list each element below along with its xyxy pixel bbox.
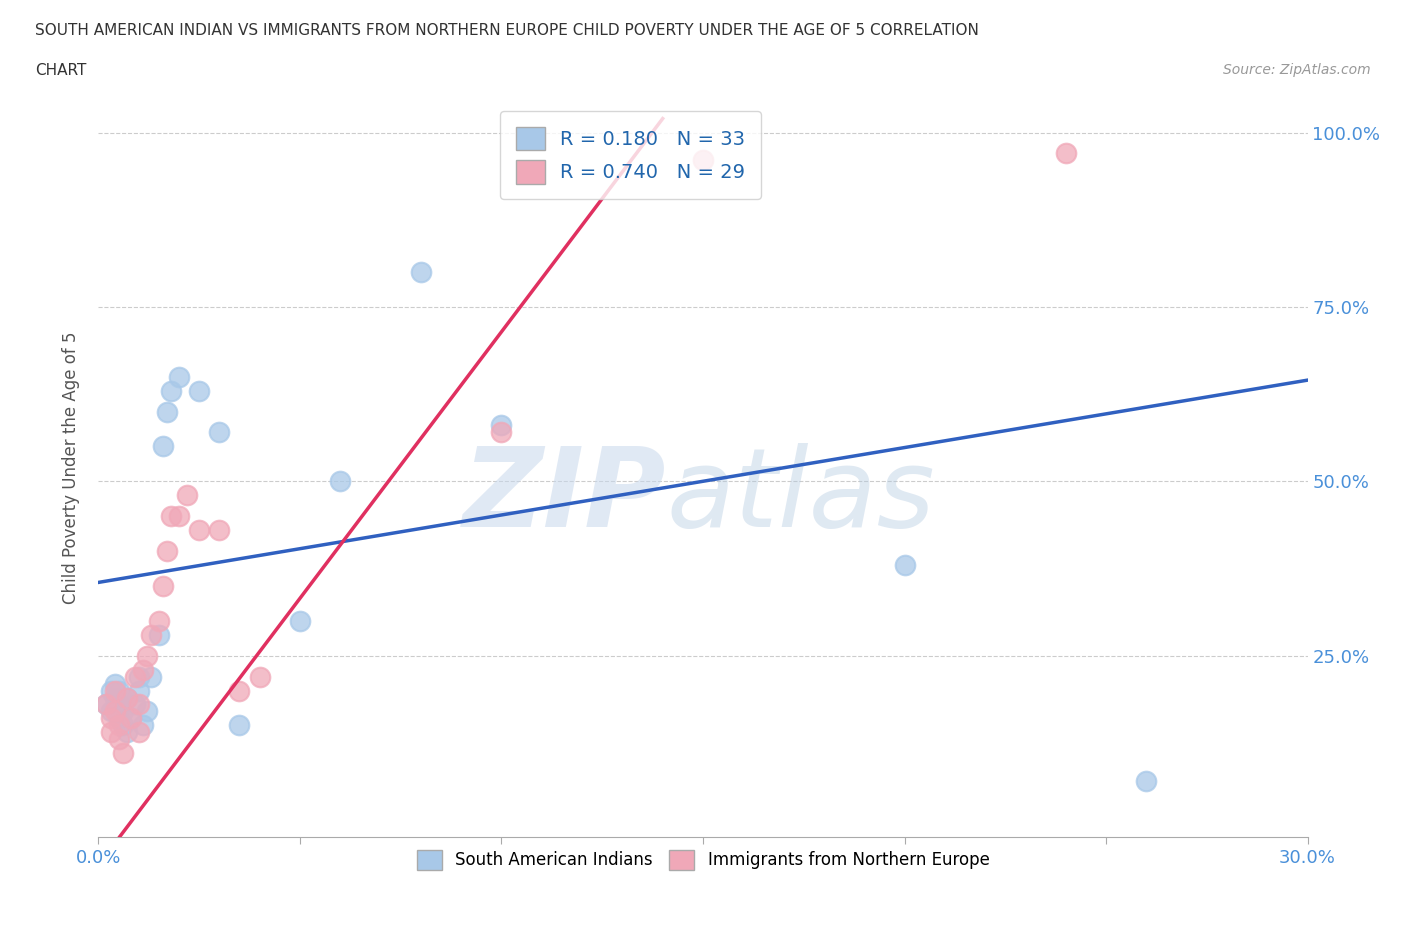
Point: [167, 509, 190, 524]
Point: [139, 628, 162, 643]
Point: [128, 725, 150, 740]
Point: [103, 676, 125, 691]
Point: [115, 725, 138, 740]
Point: [124, 698, 146, 712]
Point: [249, 670, 271, 684]
Point: [103, 690, 125, 705]
Point: [111, 746, 134, 761]
Point: [692, 153, 714, 168]
Point: [188, 523, 211, 538]
Point: [135, 648, 157, 663]
Point: [160, 509, 183, 524]
Point: [120, 711, 142, 726]
Point: [188, 383, 211, 398]
Point: [152, 439, 174, 454]
Point: [115, 690, 138, 705]
Point: [103, 704, 125, 719]
Legend: South American Indians, Immigrants from Northern Europe: South American Indians, Immigrants from …: [411, 844, 995, 877]
Point: [107, 711, 129, 726]
Point: [100, 704, 122, 719]
Point: [491, 418, 513, 433]
Point: [120, 711, 142, 726]
Y-axis label: Child Poverty Under the Age of 5: Child Poverty Under the Age of 5: [62, 331, 80, 604]
Point: [329, 474, 352, 489]
Point: [1054, 146, 1077, 161]
Point: [167, 369, 190, 384]
Point: [893, 558, 915, 573]
Point: [176, 488, 198, 503]
Point: [208, 425, 231, 440]
Text: Source: ZipAtlas.com: Source: ZipAtlas.com: [1223, 63, 1371, 77]
Point: [128, 670, 150, 684]
Point: [152, 578, 174, 593]
Point: [107, 732, 129, 747]
Point: [107, 718, 129, 733]
Point: [409, 265, 432, 280]
Point: [228, 683, 250, 698]
Text: ZIP: ZIP: [463, 444, 666, 551]
Point: [96, 698, 118, 712]
Point: [111, 718, 134, 733]
Point: [100, 711, 122, 726]
Point: [160, 383, 183, 398]
Point: [100, 725, 122, 740]
Point: [228, 718, 250, 733]
Point: [132, 718, 155, 733]
Point: [135, 704, 157, 719]
Point: [107, 698, 129, 712]
Point: [111, 704, 134, 719]
Point: [156, 405, 179, 419]
Point: [208, 523, 231, 538]
Point: [491, 425, 513, 440]
Point: [288, 614, 311, 629]
Text: CHART: CHART: [35, 63, 87, 78]
Point: [107, 683, 129, 698]
Point: [100, 683, 122, 698]
Point: [103, 683, 125, 698]
Point: [115, 690, 138, 705]
Point: [156, 543, 179, 558]
Point: [96, 698, 118, 712]
Text: atlas: atlas: [666, 444, 935, 551]
Point: [148, 614, 170, 629]
Point: [128, 698, 150, 712]
Point: [132, 662, 155, 677]
Point: [128, 683, 150, 698]
Point: [148, 628, 170, 643]
Point: [124, 670, 146, 684]
Point: [139, 670, 162, 684]
Point: [1135, 774, 1157, 789]
Text: SOUTH AMERICAN INDIAN VS IMMIGRANTS FROM NORTHERN EUROPE CHILD POVERTY UNDER THE: SOUTH AMERICAN INDIAN VS IMMIGRANTS FROM…: [35, 23, 979, 38]
